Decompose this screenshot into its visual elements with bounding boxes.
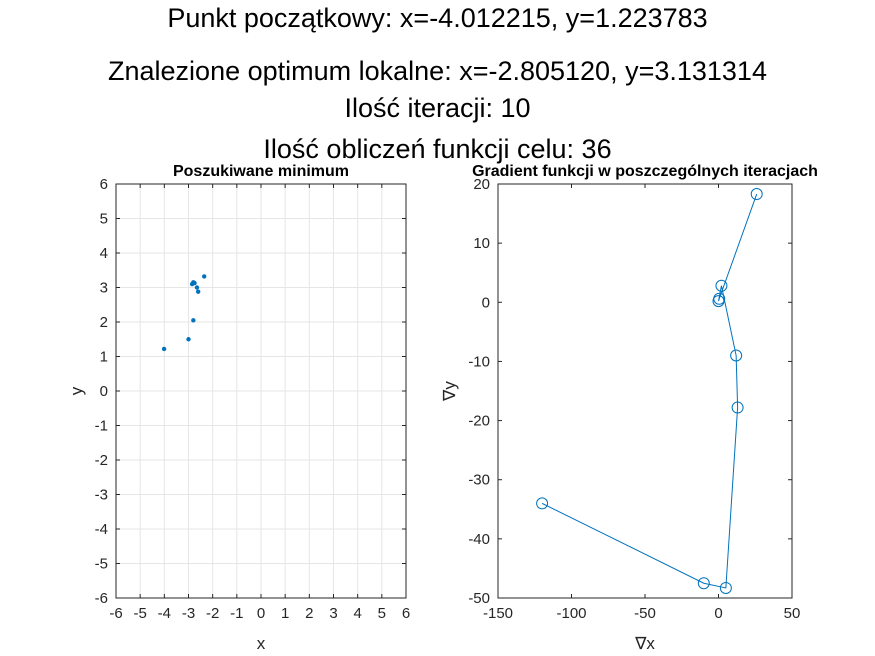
y-tick-label: -6 bbox=[95, 590, 108, 607]
title-line-optimum: Znalezione optimum lokalne: x=-2.805120,… bbox=[108, 56, 767, 86]
x-tick-label: 5 bbox=[378, 605, 386, 622]
scatter-point bbox=[195, 289, 201, 294]
gradient-point-marker bbox=[750, 188, 763, 201]
y-tick-label: -4 bbox=[95, 521, 108, 538]
y-tick-label: -10 bbox=[468, 353, 490, 370]
gradient-point-marker bbox=[719, 581, 732, 594]
x-tick-label: -5 bbox=[133, 605, 146, 622]
x-tick-label: 0 bbox=[714, 605, 722, 622]
x-axis-label: ∇x bbox=[634, 634, 655, 653]
x-tick-label: -4 bbox=[158, 605, 171, 622]
y-tick-label: 5 bbox=[100, 211, 108, 228]
y-tick-label: 20 bbox=[473, 176, 490, 193]
x-tick-label: 50 bbox=[784, 605, 801, 622]
scatter-point bbox=[191, 318, 196, 323]
title-line-start-point: Punkt początkowy: x=-4.012215, y=1.22378… bbox=[167, 3, 708, 33]
gradient-point-marker bbox=[536, 497, 549, 510]
gradient-point-marker bbox=[697, 577, 710, 590]
scatter-point bbox=[202, 274, 207, 279]
x-tick-label: 4 bbox=[353, 605, 361, 622]
y-tick-label: -3 bbox=[95, 487, 108, 504]
y-tick-label: -1 bbox=[95, 418, 108, 435]
scatter-point bbox=[161, 346, 167, 352]
y-tick-label: -30 bbox=[468, 472, 490, 489]
y-axis-label: y bbox=[67, 386, 86, 395]
title-line-evaluations: Ilość obliczeń funkcji celu: 36 bbox=[263, 134, 612, 164]
y-tick-label: -2 bbox=[95, 452, 108, 469]
x-tick-label: -3 bbox=[182, 605, 195, 622]
axes-gradient: -150 -100 -50 0 50-50-40-30-20-1001020∇x∇yGr… bbox=[440, 163, 818, 653]
x-tick-label: 2 bbox=[305, 605, 313, 622]
y-tick-label: -20 bbox=[468, 413, 490, 430]
scatter-point bbox=[192, 280, 197, 286]
x-tick-label: -50 bbox=[634, 605, 656, 622]
x-tick-label: -100 bbox=[556, 605, 586, 622]
y-tick-label: 2 bbox=[100, 314, 108, 331]
x-tick-label: -6 bbox=[109, 605, 122, 622]
y-tick-label: 1 bbox=[100, 349, 108, 366]
gradient-point-marker bbox=[713, 292, 726, 305]
x-tick-label: 1 bbox=[281, 605, 289, 622]
gradient-point-marker bbox=[715, 279, 728, 292]
y-tick-label: 6 bbox=[100, 176, 108, 193]
y-tick-label: -50 bbox=[468, 590, 490, 607]
gradient-point-marker bbox=[730, 349, 743, 362]
axes-box bbox=[497, 183, 793, 599]
scatter-point bbox=[186, 337, 191, 342]
gradient-series-line bbox=[541, 193, 758, 589]
scatter-point bbox=[194, 285, 200, 290]
x-tick-label: -1 bbox=[230, 605, 243, 622]
x-axis-label: x bbox=[257, 634, 266, 653]
x-tick-label: -2 bbox=[206, 605, 219, 622]
y-tick-label: 3 bbox=[100, 280, 108, 297]
x-tick-label: 6 bbox=[402, 605, 410, 622]
title-line-iterations: Ilość iteracji: 10 bbox=[344, 93, 531, 123]
x-tick-label: -150 bbox=[483, 605, 513, 622]
y-tick-label: 10 bbox=[473, 235, 490, 252]
gradient-point-marker bbox=[731, 401, 744, 414]
x-tick-label: 3 bbox=[329, 605, 337, 622]
y-tick-label: -40 bbox=[468, 531, 490, 548]
y-tick-label: -5 bbox=[95, 556, 108, 573]
y-tick-label: 0 bbox=[100, 383, 108, 400]
y-tick-label: 4 bbox=[100, 245, 108, 262]
y-axis-label: ∇y bbox=[440, 381, 459, 402]
x-tick-label: 0 bbox=[257, 605, 265, 622]
subplot-title: Poszukiwane minimum bbox=[173, 163, 349, 180]
y-tick-label: 0 bbox=[482, 294, 490, 311]
subplot-title: Gradient funkcji w poszczególnych iterac… bbox=[472, 163, 818, 180]
axes-minimum-search: -6 -5 -4 -3 -2 -1 0 1 2 3 4 5 6-6-5-4-3-2-10123456xy… bbox=[67, 163, 410, 653]
